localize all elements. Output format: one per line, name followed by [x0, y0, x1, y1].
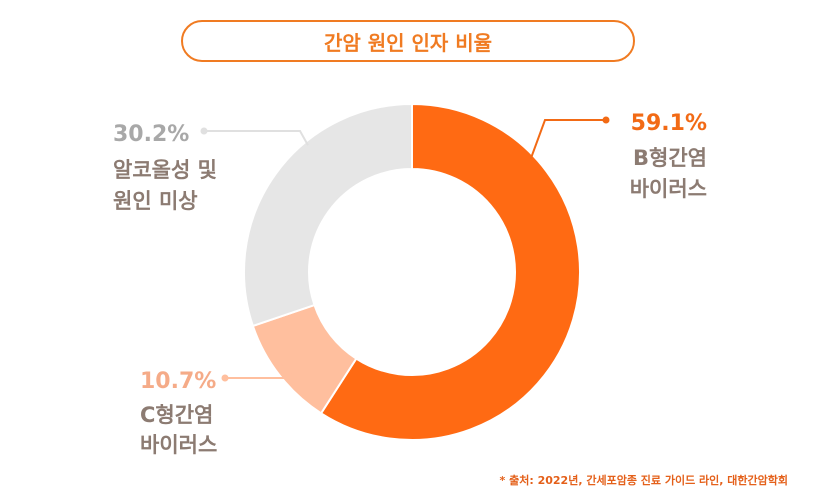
slice-label-0-line1: B형간염: [633, 146, 707, 170]
pct-label-1: 10.7%: [140, 369, 216, 394]
leader-dot-0: [602, 116, 610, 124]
slice-label-2-line2: 원인 미상: [113, 189, 198, 213]
leader-line-2: [204, 130, 309, 146]
slice-label-1-line2: 바이러스: [140, 433, 217, 457]
leader-line-0: [529, 119, 606, 160]
pct-label-0: 59.1%: [631, 111, 707, 136]
leader-dot-1: [221, 374, 229, 382]
source-note: * 출처: 2022년, 간세포암종 진료 가이드 라인, 대한간암학회: [499, 474, 788, 487]
slice-0: [319, 102, 581, 441]
leader-line-1: [225, 360, 304, 379]
chart-title: 간암 원인 인자 비율: [181, 20, 635, 62]
slice-label-2-line1: 알코올성 및: [113, 158, 217, 182]
leader-dot-2: [200, 127, 208, 135]
slice-label-1-line1: C형간염: [140, 403, 213, 427]
slice-label-0-line2: 바이러스: [630, 177, 707, 201]
slice-2: [243, 102, 413, 328]
pct-label-2: 30.2%: [113, 122, 189, 147]
